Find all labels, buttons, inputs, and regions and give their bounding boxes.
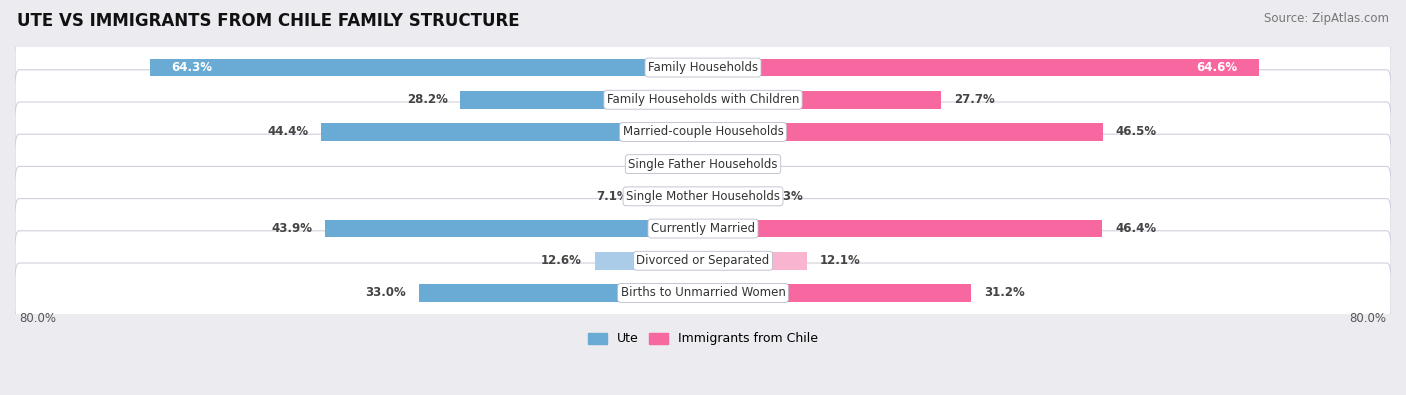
Text: 12.6%: 12.6% [541,254,582,267]
Text: 3.0%: 3.0% [631,158,664,171]
FancyBboxPatch shape [15,166,1391,226]
Text: 33.0%: 33.0% [366,286,406,299]
Text: 64.3%: 64.3% [172,61,212,74]
Bar [703,188,758,205]
FancyBboxPatch shape [15,134,1391,194]
Bar [703,252,807,270]
Text: Single Mother Households: Single Mother Households [626,190,780,203]
Text: 46.5%: 46.5% [1116,126,1157,138]
Text: Currently Married: Currently Married [651,222,755,235]
Text: 2.2%: 2.2% [735,158,768,171]
FancyBboxPatch shape [15,38,1391,98]
Bar [150,59,703,76]
Text: Married-couple Households: Married-couple Households [623,126,783,138]
Text: UTE VS IMMIGRANTS FROM CHILE FAMILY STRUCTURE: UTE VS IMMIGRANTS FROM CHILE FAMILY STRU… [17,12,519,30]
FancyBboxPatch shape [15,231,1391,291]
Text: 64.6%: 64.6% [1197,61,1237,74]
Text: 80.0%: 80.0% [20,312,56,325]
Text: Family Households with Children: Family Households with Children [607,93,799,106]
FancyBboxPatch shape [15,199,1391,258]
FancyBboxPatch shape [15,263,1391,323]
Text: 43.9%: 43.9% [271,222,312,235]
Text: 31.2%: 31.2% [984,286,1025,299]
Text: 44.4%: 44.4% [267,126,308,138]
Bar [419,284,703,302]
Bar [325,220,703,237]
Text: 7.1%: 7.1% [596,190,628,203]
Bar [321,123,703,141]
Text: Divorced or Separated: Divorced or Separated [637,254,769,267]
Text: 12.1%: 12.1% [820,254,860,267]
Bar [703,284,972,302]
Text: Births to Unmarried Women: Births to Unmarried Women [620,286,786,299]
Bar [461,91,703,109]
Text: 80.0%: 80.0% [1350,312,1386,325]
FancyBboxPatch shape [15,70,1391,130]
Text: 27.7%: 27.7% [955,93,995,106]
Bar [703,59,1258,76]
Bar [703,220,1102,237]
FancyBboxPatch shape [15,102,1391,162]
Text: 46.4%: 46.4% [1115,222,1156,235]
Bar [678,155,703,173]
Text: 6.3%: 6.3% [770,190,803,203]
Text: Single Father Households: Single Father Households [628,158,778,171]
Text: 28.2%: 28.2% [406,93,447,106]
Bar [703,91,941,109]
Text: Source: ZipAtlas.com: Source: ZipAtlas.com [1264,12,1389,25]
Bar [703,123,1102,141]
Legend: Ute, Immigrants from Chile: Ute, Immigrants from Chile [583,327,823,350]
Bar [595,252,703,270]
Bar [703,155,721,173]
Text: Family Households: Family Households [648,61,758,74]
Bar [643,188,703,205]
